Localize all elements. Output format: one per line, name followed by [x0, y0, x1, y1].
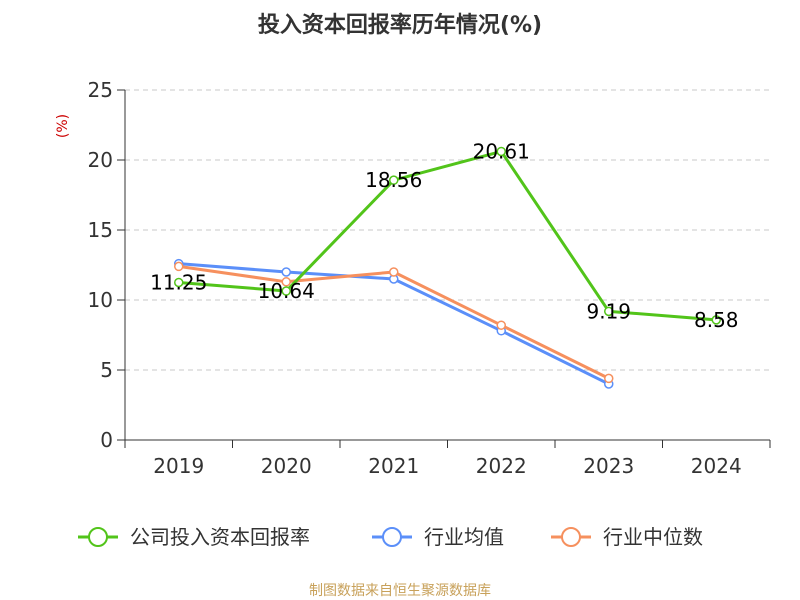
data-label: 10.64 — [258, 279, 315, 303]
data-point[interactable] — [604, 373, 614, 384]
data-point[interactable] — [496, 320, 506, 330]
x-tick-label: 2024 — [691, 454, 742, 478]
legend-marker-icon — [561, 527, 581, 547]
y-tick-label: 25 — [88, 78, 113, 102]
series-line — [178, 149, 717, 322]
grid-lines — [125, 89, 770, 371]
data-label: 8.58 — [694, 308, 739, 332]
series-1 — [174, 258, 614, 389]
data-point[interactable] — [711, 315, 721, 325]
data-label: 9.19 — [586, 299, 631, 323]
data-point[interactable] — [389, 267, 399, 277]
data-point[interactable] — [496, 146, 506, 157]
x-tick-label: 2023 — [583, 454, 634, 478]
data-point[interactable] — [174, 277, 184, 288]
legend-item[interactable]: 公司投入资本回报率 — [78, 525, 310, 549]
data-point[interactable] — [389, 175, 399, 185]
x-tick-label: 2021 — [368, 454, 419, 478]
legend-marker-icon — [88, 527, 108, 547]
series-0 — [174, 146, 721, 325]
legend-item[interactable]: 行业中位数 — [551, 525, 703, 549]
data-point[interactable] — [281, 286, 291, 296]
data-label: 20.61 — [473, 139, 530, 163]
series-layer — [174, 146, 721, 389]
data-point[interactable] — [174, 261, 184, 272]
source-note: 制图数据来自恒生聚源数据库 — [309, 583, 491, 599]
x-tick-label: 2020 — [261, 454, 312, 478]
legend-label: 公司投入资本回报率 — [130, 525, 310, 549]
y-tick-label: 15 — [88, 218, 113, 242]
y-tick-label: 5 — [100, 358, 113, 382]
legend[interactable]: 公司投入资本回报率 行业均值 行业中位数 — [78, 525, 703, 549]
x-tick-label: 2019 — [153, 454, 204, 478]
data-point[interactable] — [281, 267, 291, 277]
data-point[interactable] — [604, 306, 614, 317]
data-label: 18.56 — [365, 168, 422, 192]
legend-label: 行业均值 — [424, 525, 504, 549]
legend-item[interactable]: 行业均值 — [372, 525, 504, 549]
data-point[interactable] — [281, 277, 291, 287]
chart-title: 投入资本回报率历年情况(%) — [258, 12, 542, 38]
y-axis-title: (%) — [55, 114, 71, 138]
series-2 — [174, 261, 614, 384]
y-tick-label: 10 — [88, 288, 113, 312]
axes: 0 5 10 15 20 25 2019 2020 2021 2022 2023 2024 — [88, 78, 771, 478]
legend-marker-icon — [382, 527, 402, 547]
legend-label: 行业中位数 — [603, 525, 703, 549]
data-labels: 11.25 10.64 18.56 20.61 9.19 8.58 — [150, 139, 738, 331]
y-tick-label: 0 — [100, 428, 113, 452]
x-tick-label: 2022 — [476, 454, 527, 478]
y-tick-label: 20 — [88, 148, 113, 172]
data-label: 11.25 — [150, 271, 207, 295]
